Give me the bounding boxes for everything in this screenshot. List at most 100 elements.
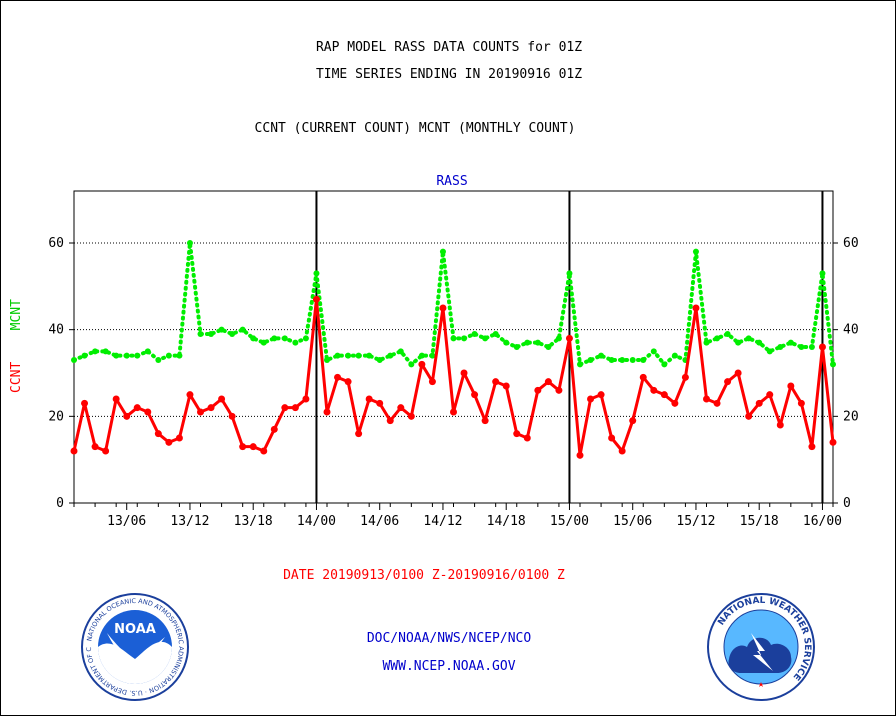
- y-tick-label-left-0: 0: [56, 496, 64, 511]
- ccnt-point: [766, 391, 774, 399]
- ccnt-point: [365, 395, 373, 403]
- plot-frame: [73, 190, 834, 504]
- ccnt-point: [671, 399, 679, 407]
- mcnt-point: [545, 344, 552, 350]
- y-tick-label-left-40: 40: [48, 323, 64, 338]
- mcnt-point: [144, 348, 151, 355]
- ccnt-point: [102, 447, 110, 455]
- ccnt-point: [576, 451, 584, 459]
- mcnt-point: [619, 357, 626, 363]
- mcnt-point: [450, 335, 457, 342]
- ccnt-point: [660, 391, 668, 399]
- mcnt-point: [766, 348, 773, 355]
- chart-subtitle: CCNT (CURRENT COUNT) MCNT (MONTHLY COUNT…: [255, 121, 576, 136]
- x-tick-label-15-18: 15/18: [740, 514, 779, 529]
- y-tick-label-right-0: 0: [843, 496, 851, 511]
- ccnt-point: [502, 382, 510, 390]
- x-tick-label-14-00: 14/00: [297, 514, 336, 529]
- mcnt-point: [534, 339, 541, 346]
- mcnt-point: [218, 326, 225, 333]
- mcnt-point: [587, 357, 594, 363]
- ccnt-point: [565, 334, 573, 342]
- mcnt-point: [176, 352, 183, 359]
- ccnt-series: [70, 295, 837, 459]
- ccnt-point: [492, 378, 500, 386]
- y-axis-label: CCNT .. MCNT: [9, 299, 24, 393]
- mcnt-point: [345, 352, 352, 359]
- mcnt-point: [819, 270, 826, 277]
- mcnt-point: [798, 344, 805, 350]
- ccnt-point: [650, 386, 658, 394]
- mcnt-point: [134, 352, 141, 359]
- footer-link-ncep[interactable]: WWW.NCEP.NOAA.GOV: [382, 659, 516, 674]
- mcnt-point: [113, 352, 120, 359]
- ccnt-point: [755, 399, 763, 407]
- mcnt-point: [735, 339, 742, 346]
- ccnt-point: [745, 412, 753, 420]
- chart-title-line2: TIME SERIES ENDING IN 20190916 01Z: [316, 67, 582, 82]
- mcnt-point: [208, 331, 215, 337]
- mcnt-point: [186, 240, 193, 246]
- y-tick-label-left-60: 60: [48, 236, 64, 251]
- ccnt-point: [133, 404, 141, 412]
- mcnt-point: [366, 352, 373, 359]
- mcnt-point: [123, 352, 130, 359]
- x-tick-label-13-06: 13/06: [107, 514, 146, 529]
- ccnt-point: [144, 408, 152, 416]
- ccnt-point: [608, 434, 616, 442]
- mcnt-point: [598, 352, 605, 359]
- ccnt-point: [386, 417, 394, 425]
- ccnt-point: [228, 412, 236, 420]
- ccnt-point: [260, 447, 268, 455]
- mcnt-point: [703, 339, 710, 346]
- tick-labels: 0 0 20 20 40 40 60 60 13/06 13/12 13/18 14/00 14/06 1…: [48, 236, 858, 529]
- ccnt-point: [439, 304, 447, 312]
- ccnt-point: [513, 430, 521, 438]
- ccnt-point: [312, 295, 320, 303]
- mcnt-point: [271, 335, 278, 342]
- ccnt-point: [481, 417, 489, 425]
- ccnt-point: [787, 382, 795, 390]
- svg-text:CCNT .. MCNT: CCNT .. MCNT: [9, 299, 24, 393]
- ccnt-point: [70, 447, 78, 455]
- date-range: DATE 20190913/0100 Z-20190916/0100 Z: [283, 568, 565, 583]
- ccnt-point: [407, 412, 415, 420]
- mcnt-point: [355, 352, 362, 359]
- mcnt-point: [661, 361, 668, 368]
- mcnt-series: [71, 240, 836, 368]
- mcnt-point: [92, 348, 99, 355]
- mcnt-point: [408, 361, 415, 368]
- mcnt-point: [608, 357, 615, 363]
- ccnt-point: [681, 373, 689, 381]
- x-tick-label-15-06: 15/06: [613, 514, 652, 529]
- ccnt-point: [323, 408, 331, 416]
- mcnt-point: [724, 331, 731, 337]
- x-tick-label-15-00: 15/00: [550, 514, 589, 529]
- ccnt-point: [207, 404, 215, 412]
- mcnt-point: [555, 335, 562, 342]
- ccnt-point: [734, 369, 742, 377]
- ccnt-point: [218, 395, 226, 403]
- ccnt-point: [197, 408, 204, 416]
- x-tick-label-13-12: 13/12: [170, 514, 209, 529]
- mcnt-point: [418, 352, 425, 359]
- ccnt-point: [428, 378, 436, 386]
- mcnt-point: [503, 339, 510, 346]
- mcnt-point: [830, 361, 836, 368]
- ccnt-point: [534, 386, 542, 394]
- panel-label: RASS: [436, 174, 467, 189]
- mcnt-point: [324, 357, 330, 363]
- footer-link-doc[interactable]: DOC/NOAA/NWS/NCEP/NCO: [366, 631, 532, 646]
- mcnt-line: [72, 242, 835, 368]
- mcnt-point: [281, 335, 288, 342]
- ccnt-point: [597, 391, 605, 399]
- mcnt-point: [777, 344, 784, 350]
- mcnt-point: [566, 270, 573, 277]
- ccnt-point: [829, 438, 837, 446]
- mcnt-point: [260, 339, 267, 346]
- y-label-ccnt: CCNT: [9, 361, 24, 392]
- ccnt-line: [72, 297, 835, 457]
- ccnt-point: [544, 378, 552, 386]
- mcnt-point: [71, 357, 77, 363]
